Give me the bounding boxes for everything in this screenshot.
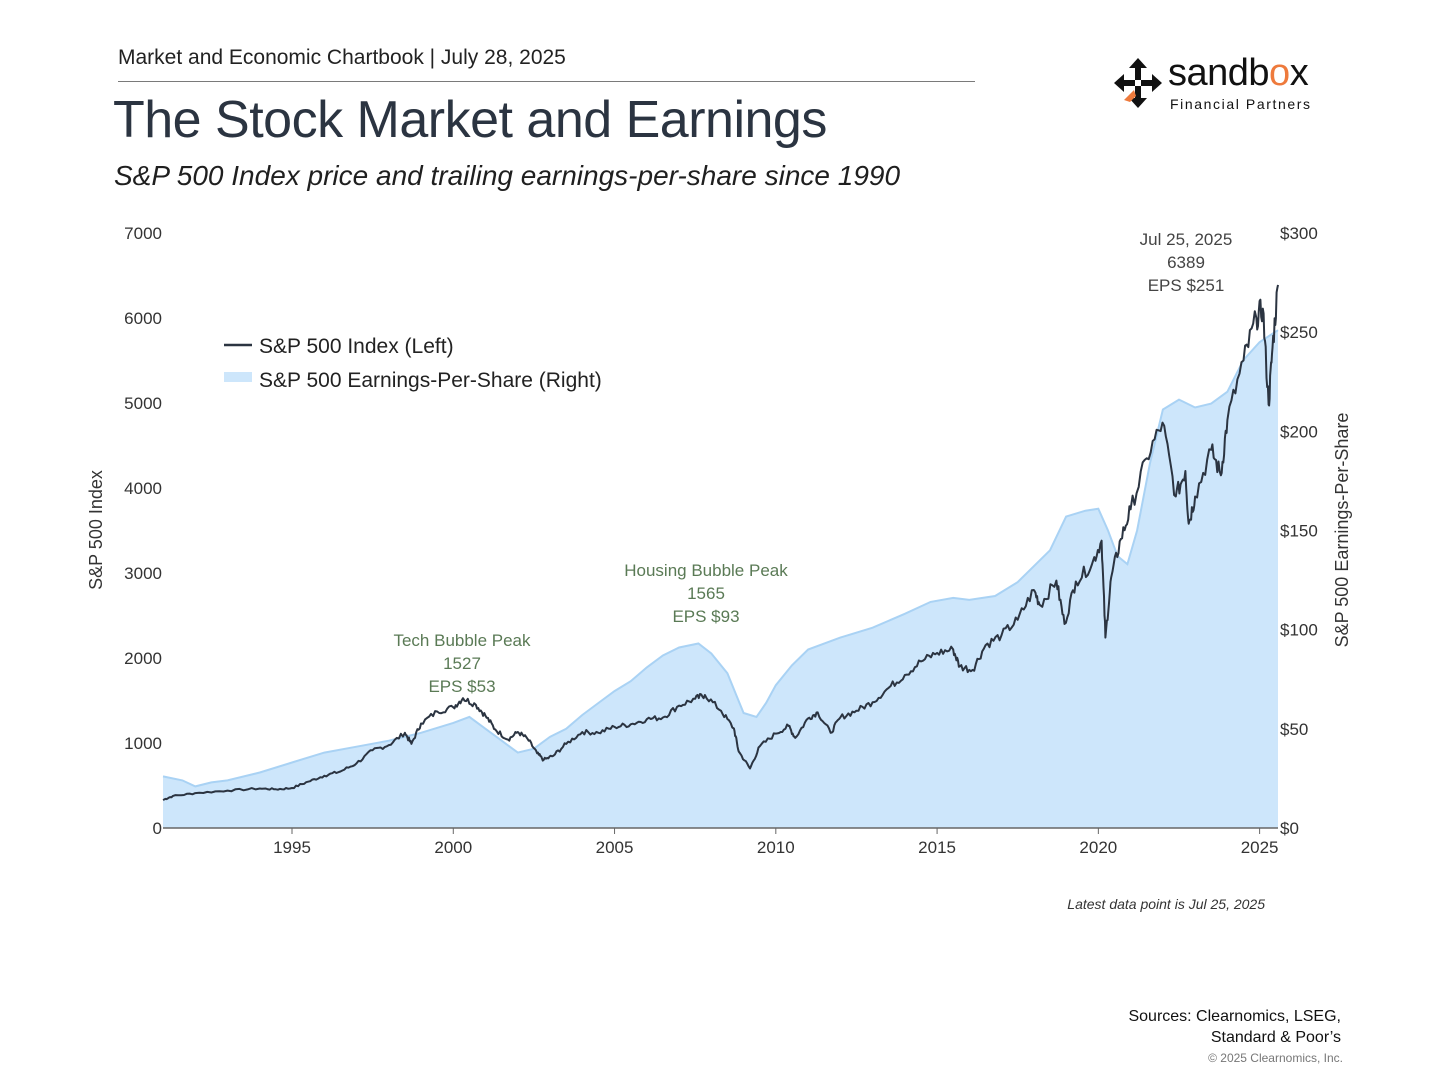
sources-line-1: Sources: Clearnomics, LSEG, bbox=[1128, 1008, 1341, 1025]
sandbox-logo: sandbox Financial Partners bbox=[1114, 52, 1344, 116]
y-right-label: S&P 500 Earnings-Per-Share bbox=[1332, 413, 1352, 648]
y-left-tick-label: 5000 bbox=[124, 394, 162, 413]
y-left-tick-label: 6000 bbox=[124, 309, 162, 328]
annotation-label: 1527 bbox=[443, 654, 481, 673]
page-subtitle: S&P 500 Index price and trailing earning… bbox=[114, 160, 901, 191]
y-left-tick-label: 4000 bbox=[124, 479, 162, 498]
legend-index-label: S&P 500 Index (Left) bbox=[259, 335, 454, 358]
page-title: The Stock Market and Earnings bbox=[113, 91, 827, 149]
annotation-label: Tech Bubble Peak bbox=[393, 631, 531, 650]
annotation-label: Housing Bubble Peak bbox=[624, 561, 788, 580]
y-left-tick-label: 7000 bbox=[124, 224, 162, 243]
legend-eps-swatch bbox=[224, 372, 252, 382]
logo-wordmark: sandbox bbox=[1168, 52, 1309, 94]
logo-tagline: Financial Partners bbox=[1170, 96, 1312, 112]
y-left-tick-label: 1000 bbox=[124, 734, 162, 753]
x-tick-label: 2020 bbox=[1079, 838, 1117, 857]
annotation-label: Jul 25, 2025 bbox=[1140, 230, 1233, 249]
sources-note: Sources: Clearnomics, LSEG, Standard & P… bbox=[1040, 1006, 1341, 1048]
header-rule bbox=[118, 81, 975, 82]
x-tick-label: 2000 bbox=[434, 838, 472, 857]
x-tick-label: 1995 bbox=[273, 838, 311, 857]
y-left-tick-label: 3000 bbox=[124, 564, 162, 583]
y-right-tick-label: $250 bbox=[1280, 323, 1318, 342]
annotation-label: 1565 bbox=[687, 584, 725, 603]
annotation-label: 6389 bbox=[1167, 253, 1205, 272]
x-tick-label: 2010 bbox=[757, 838, 795, 857]
annotation-label: EPS $93 bbox=[672, 607, 739, 626]
index-line bbox=[162, 284, 1279, 801]
y-left-label: S&P 500 Index bbox=[86, 470, 106, 590]
logo-arrows-icon bbox=[1114, 58, 1162, 108]
y-right-tick-label: $200 bbox=[1280, 422, 1318, 441]
y-right-tick-label: $50 bbox=[1280, 720, 1308, 739]
y-left-tick-label: 2000 bbox=[124, 649, 162, 668]
x-tick-label: 2025 bbox=[1241, 838, 1279, 857]
copyright: © 2025 Clearnomics, Inc. bbox=[1208, 1051, 1343, 1065]
chartbook-header: Market and Economic Chartbook | July 28,… bbox=[118, 46, 566, 69]
x-tick-label: 2015 bbox=[918, 838, 956, 857]
sources-line-2: Standard & Poor’s bbox=[1210, 1029, 1341, 1046]
latest-data-note: Latest data point is Jul 25, 2025 bbox=[1067, 896, 1265, 912]
y-right-tick-label: $150 bbox=[1280, 522, 1318, 541]
legend: S&P 500 Index (Left) S&P 500 Earnings-Pe… bbox=[224, 335, 602, 392]
y-right-tick-label: $0 bbox=[1280, 819, 1299, 838]
annotation-label: EPS $53 bbox=[428, 677, 495, 696]
y-left-tick-label: 0 bbox=[153, 819, 162, 838]
legend-eps-label: S&P 500 Earnings-Per-Share (Right) bbox=[259, 369, 602, 392]
eps-line bbox=[162, 329, 1279, 788]
eps-area bbox=[163, 330, 1278, 828]
annotation-label: EPS $251 bbox=[1148, 276, 1225, 295]
y-right-tick-label: $300 bbox=[1280, 224, 1318, 243]
x-tick-label: 2005 bbox=[596, 838, 634, 857]
y-right-tick-label: $100 bbox=[1280, 621, 1318, 640]
